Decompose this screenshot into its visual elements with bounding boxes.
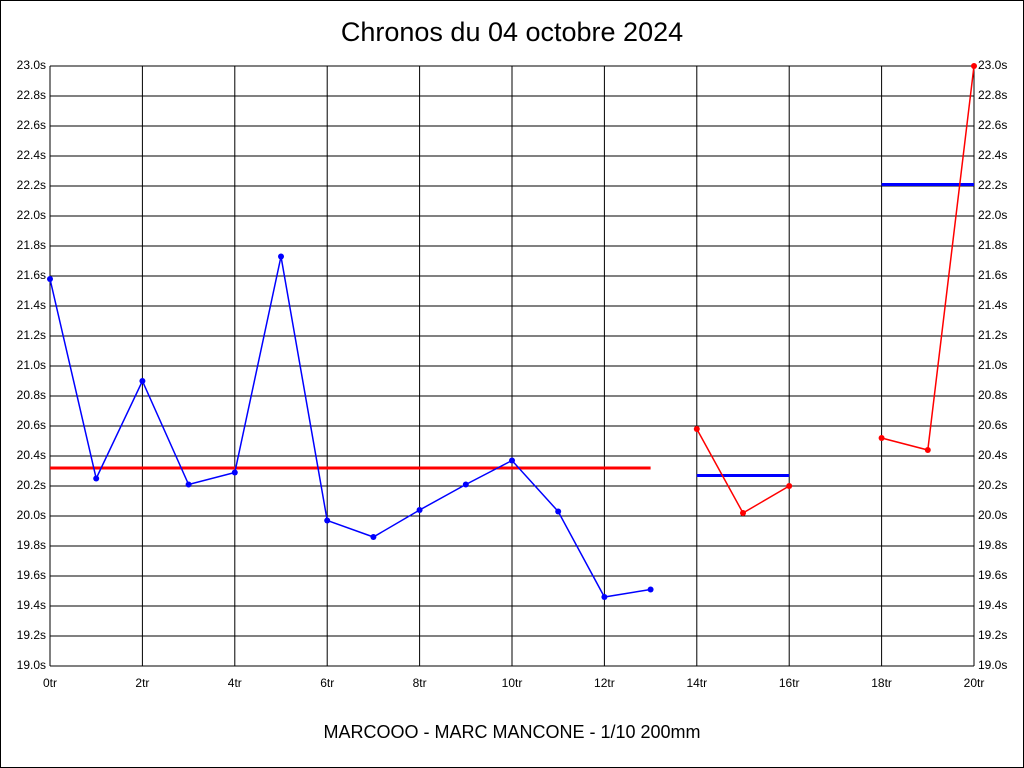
x-tick-label: 18tr bbox=[871, 676, 892, 690]
y-tick-label: 22.6s bbox=[17, 118, 46, 132]
x-tick-label: 10tr bbox=[502, 676, 523, 690]
data-point bbox=[740, 510, 746, 516]
x-tick-label: 12tr bbox=[594, 676, 615, 690]
x-tick-label: 16tr bbox=[779, 676, 800, 690]
y-tick-label: 20.8s bbox=[17, 388, 46, 402]
y-tick-label-right: 20.0s bbox=[978, 508, 1007, 522]
y-tick-label: 21.0s bbox=[17, 358, 46, 372]
y-tick-label: 21.4s bbox=[17, 298, 46, 312]
y-tick-label-right: 19.8s bbox=[978, 538, 1007, 552]
y-tick-label-right: 19.4s bbox=[978, 598, 1007, 612]
y-tick-label: 20.6s bbox=[17, 418, 46, 432]
data-point bbox=[509, 457, 515, 464]
y-tick-label: 23.0s bbox=[17, 58, 46, 72]
data-point bbox=[231, 469, 238, 476]
data-point bbox=[601, 594, 608, 600]
y-tick-label-right: 22.8s bbox=[978, 88, 1007, 102]
y-tick-label: 19.4s bbox=[17, 598, 46, 612]
y-tick-label: 19.0s bbox=[17, 658, 46, 672]
y-tick-label: 19.8s bbox=[17, 538, 46, 552]
y-tick-label-right: 22.6s bbox=[978, 118, 1007, 132]
y-tick-label: 19.2s bbox=[17, 628, 46, 642]
y-tick-label-right: 19.0s bbox=[978, 658, 1007, 672]
data-point bbox=[693, 426, 700, 432]
y-tick-label-right: 21.2s bbox=[978, 328, 1007, 342]
x-tick-label: 2tr bbox=[135, 676, 149, 690]
data-point bbox=[370, 534, 377, 540]
x-tick-label: 6tr bbox=[320, 676, 334, 690]
y-tick-label-right: 21.0s bbox=[978, 358, 1007, 372]
series-line bbox=[49, 256, 651, 598]
data-point bbox=[324, 517, 331, 524]
y-tick-label: 20.2s bbox=[17, 478, 46, 492]
data-point bbox=[878, 435, 885, 441]
y-tick-label-right: 22.2s bbox=[978, 178, 1007, 192]
y-tick-label: 19.6s bbox=[17, 568, 46, 582]
x-tick-label: 14tr bbox=[686, 676, 707, 690]
y-tick-label-right: 23.0s bbox=[978, 58, 1007, 72]
y-tick-label-right: 22.4s bbox=[978, 148, 1007, 162]
y-tick-label-right: 21.4s bbox=[978, 298, 1007, 312]
data-point bbox=[924, 447, 931, 453]
x-axis-label: MARCOOO - MARC MANCONE - 1/10 200mm bbox=[323, 722, 700, 742]
y-tick-label: 22.2s bbox=[17, 178, 46, 192]
y-tick-label: 20.0s bbox=[17, 508, 46, 522]
y-tick-label: 22.8s bbox=[17, 88, 46, 102]
data-point bbox=[139, 378, 146, 384]
data-point bbox=[462, 481, 469, 488]
y-tick-label-right: 22.0s bbox=[978, 208, 1007, 222]
data-point bbox=[555, 508, 562, 515]
x-tick-label: 8tr bbox=[413, 676, 427, 690]
data-point bbox=[971, 63, 977, 69]
data-point bbox=[47, 276, 53, 282]
x-tick-label: 0tr bbox=[43, 676, 57, 690]
y-tick-label-right: 21.6s bbox=[978, 268, 1007, 282]
x-tick-label: 20tr bbox=[964, 676, 985, 690]
y-tick-label-right: 21.8s bbox=[978, 238, 1007, 252]
y-tick-label-right: 19.2s bbox=[978, 628, 1007, 642]
y-tick-label: 21.2s bbox=[17, 328, 46, 342]
y-tick-label: 21.8s bbox=[17, 238, 46, 252]
y-tick-label: 22.0s bbox=[17, 208, 46, 222]
chart-title: Chronos du 04 octobre 2024 bbox=[341, 17, 683, 47]
y-tick-label-right: 20.6s bbox=[978, 418, 1007, 432]
y-tick-label: 22.4s bbox=[17, 148, 46, 162]
x-tick-label: 4tr bbox=[228, 676, 242, 690]
y-tick-label: 21.6s bbox=[17, 268, 46, 282]
y-tick-label-right: 20.4s bbox=[978, 448, 1007, 462]
data-point bbox=[647, 586, 654, 593]
data-point bbox=[416, 507, 423, 513]
y-tick-label-right: 20.8s bbox=[978, 388, 1007, 402]
y-tick-label-right: 20.2s bbox=[978, 478, 1007, 492]
data-point bbox=[278, 253, 284, 260]
data-point bbox=[786, 483, 793, 489]
y-tick-label: 20.4s bbox=[17, 448, 46, 462]
y-tick-label-right: 19.6s bbox=[978, 568, 1007, 582]
data-point bbox=[185, 481, 192, 488]
data-point bbox=[93, 475, 100, 482]
